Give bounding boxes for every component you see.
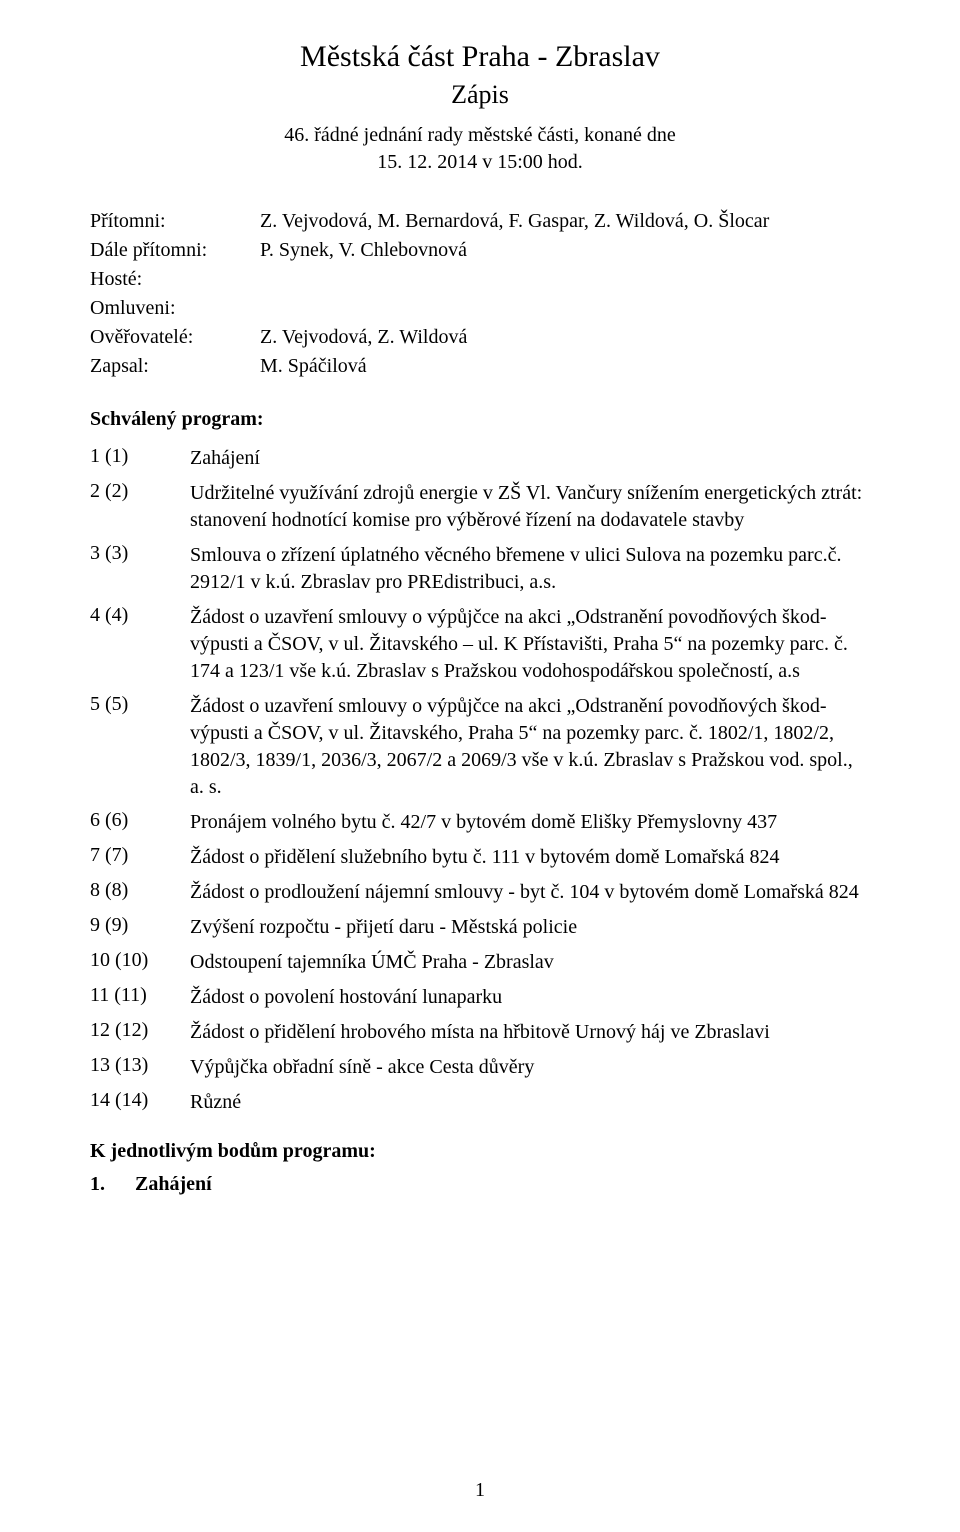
agenda-item-number: 12 (12) [90, 1019, 190, 1042]
agenda-item-text: Zvýšení rozpočtu - přijetí daru - Městsk… [190, 914, 870, 941]
agenda-item-number: 11 (11) [90, 984, 190, 1007]
closing-item-text: Zahájení [135, 1173, 212, 1195]
document-title: Městská část Praha - Zbraslav [90, 40, 870, 74]
agenda-item-text: Žádost o prodloužení nájemní smlouvy - b… [190, 879, 870, 906]
closing-item-number: 1. [90, 1173, 130, 1196]
attendance-value: Z. Vejvodová, Z. Wildová [260, 326, 870, 349]
agenda-item: 8 (8) Žádost o prodloužení nájemní smlou… [90, 879, 870, 906]
closing-heading: K jednotlivým bodům programu: [90, 1140, 870, 1163]
attendance-label: Ověřovatelé: [90, 326, 260, 349]
agenda-item-text: Žádost o přidělení hrobového místa na hř… [190, 1019, 870, 1046]
agenda-item: 12 (12) Žádost o přidělení hrobového mís… [90, 1019, 870, 1046]
agenda-item-text: Zahájení [190, 445, 870, 472]
document-page: Městská část Praha - Zbraslav Zápis 46. … [0, 0, 960, 1532]
agenda-item: 5 (5) Žádost o uzavření smlouvy o výpůjč… [90, 693, 870, 801]
agenda-item-number: 4 (4) [90, 604, 190, 627]
agenda-item: 1 (1) Zahájení [90, 445, 870, 472]
agenda-item: 7 (7) Žádost o přidělení služebního bytu… [90, 844, 870, 871]
agenda-item-text: Udržitelné využívání zdrojů energie v ZŠ… [190, 480, 870, 534]
attendance-value: P. Synek, V. Chlebovnová [260, 239, 870, 262]
agenda-item: 9 (9) Zvýšení rozpočtu - přijetí daru - … [90, 914, 870, 941]
agenda-item-number: 7 (7) [90, 844, 190, 867]
agenda-item: 4 (4) Žádost o uzavření smlouvy o výpůjč… [90, 604, 870, 685]
agenda-item-number: 14 (14) [90, 1089, 190, 1112]
agenda-item-number: 10 (10) [90, 949, 190, 972]
attendance-value [260, 297, 870, 320]
attendance-label: Omluveni: [90, 297, 260, 320]
attendance-row: Ověřovatelé: Z. Vejvodová, Z. Wildová [90, 326, 870, 349]
agenda-item-number: 2 (2) [90, 480, 190, 503]
agenda-item-text: Odstoupení tajemníka ÚMČ Praha - Zbrasla… [190, 949, 870, 976]
attendance-row: Omluveni: [90, 297, 870, 320]
attendance-label: Přítomni: [90, 210, 260, 233]
program-heading: Schválený program: [90, 408, 870, 431]
agenda-item: 14 (14) Různé [90, 1089, 870, 1116]
agenda-item-text: Žádost o přidělení služebního bytu č. 11… [190, 844, 870, 871]
attendance-value: Z. Vejvodová, M. Bernardová, F. Gaspar, … [260, 210, 870, 233]
agenda-list: 1 (1) Zahájení 2 (2) Udržitelné využíván… [90, 445, 870, 1116]
agenda-item-text: Výpůjčka obřadní síně - akce Cesta důvěr… [190, 1054, 870, 1081]
agenda-item: 13 (13) Výpůjčka obřadní síně - akce Ces… [90, 1054, 870, 1081]
agenda-item-number: 8 (8) [90, 879, 190, 902]
agenda-item-number: 6 (6) [90, 809, 190, 832]
agenda-item: 6 (6) Pronájem volného bytu č. 42/7 v by… [90, 809, 870, 836]
attendance-row: Dále přítomni: P. Synek, V. Chlebovnová [90, 239, 870, 262]
agenda-item-text: Žádost o uzavření smlouvy o výpůjčce na … [190, 693, 870, 801]
attendance-row: Přítomni: Z. Vejvodová, M. Bernardová, F… [90, 210, 870, 233]
attendance-label: Hosté: [90, 268, 260, 291]
attendance-label: Zapsal: [90, 355, 260, 378]
agenda-item: 11 (11) Žádost o povolení hostování luna… [90, 984, 870, 1011]
agenda-item: 3 (3) Smlouva o zřízení úplatného věcnéh… [90, 542, 870, 596]
agenda-item: 2 (2) Udržitelné využívání zdrojů energi… [90, 480, 870, 534]
document-subtitle: Zápis [90, 80, 870, 110]
agenda-item-text: Pronájem volného bytu č. 42/7 v bytovém … [190, 809, 870, 836]
attendance-value [260, 268, 870, 291]
attendance-label: Dále přítomni: [90, 239, 260, 262]
attendance-block: Přítomni: Z. Vejvodová, M. Bernardová, F… [90, 210, 870, 378]
attendance-row: Zapsal: M. Spáčilová [90, 355, 870, 378]
meeting-line: 46. řádné jednání rady městské části, ko… [90, 124, 870, 147]
agenda-item-text: Žádost o povolení hostování lunaparku [190, 984, 870, 1011]
agenda-item-text: Žádost o uzavření smlouvy o výpůjčce na … [190, 604, 870, 685]
attendance-row: Hosté: [90, 268, 870, 291]
agenda-item-number: 1 (1) [90, 445, 190, 468]
agenda-item-number: 3 (3) [90, 542, 190, 565]
agenda-item-number: 13 (13) [90, 1054, 190, 1077]
agenda-item: 10 (10) Odstoupení tajemníka ÚMČ Praha -… [90, 949, 870, 976]
meeting-datetime: 15. 12. 2014 v 15:00 hod. [90, 151, 870, 174]
agenda-item-text: Smlouva o zřízení úplatného věcného břem… [190, 542, 870, 596]
page-number: 1 [0, 1479, 960, 1502]
agenda-item-text: Různé [190, 1089, 870, 1116]
agenda-item-number: 9 (9) [90, 914, 190, 937]
attendance-value: M. Spáčilová [260, 355, 870, 378]
closing-item: 1. Zahájení [90, 1173, 870, 1196]
agenda-item-number: 5 (5) [90, 693, 190, 716]
